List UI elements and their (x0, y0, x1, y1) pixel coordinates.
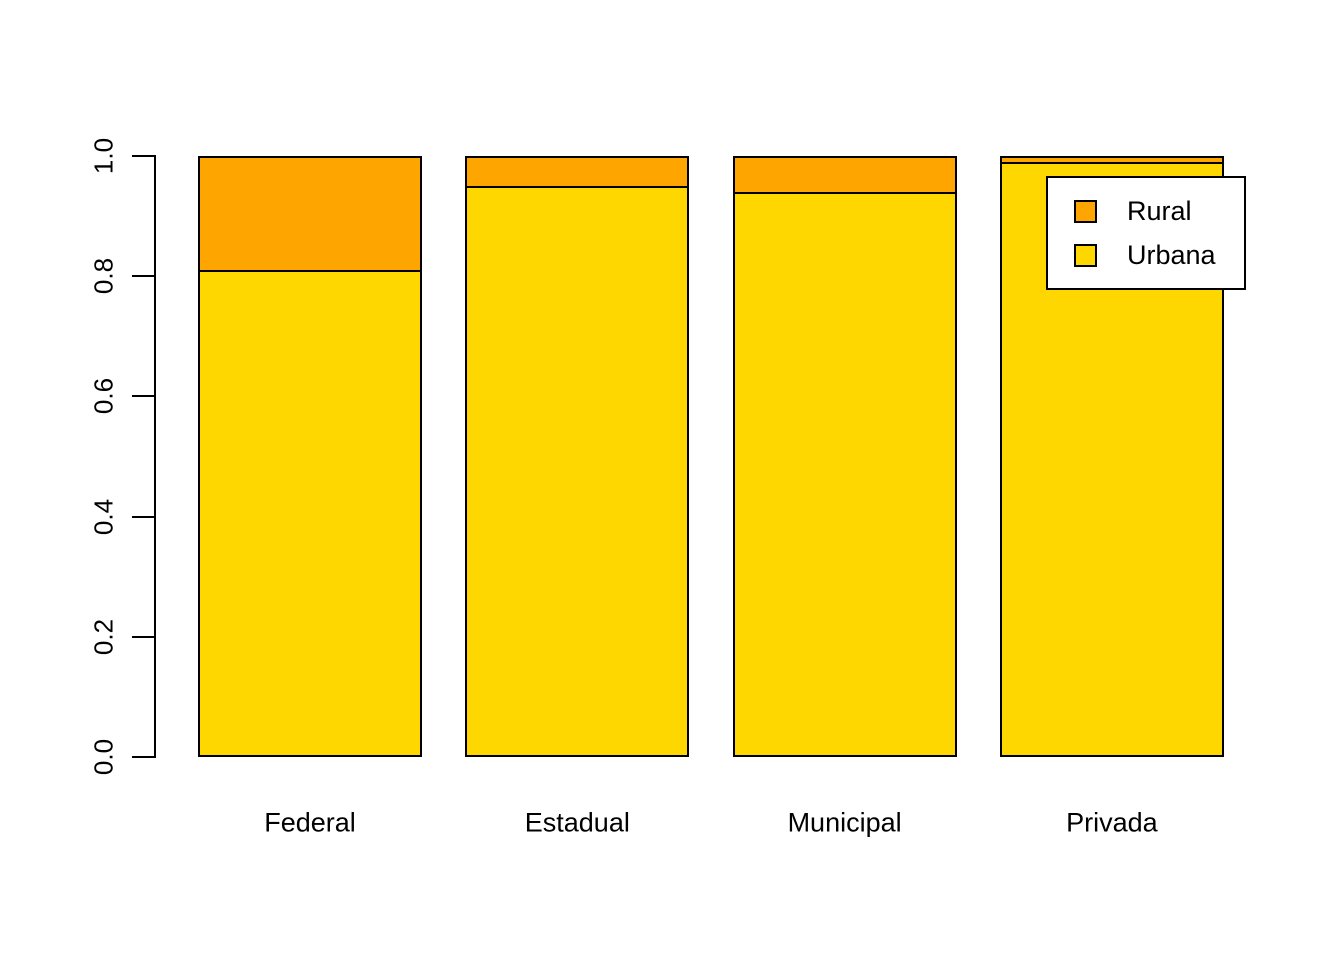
y-axis-line (154, 155, 156, 758)
legend-label-rural: Rural (1127, 195, 1192, 226)
y-tick-label: 0.4 (88, 498, 119, 535)
legend-label-urbana: Urbana (1127, 239, 1216, 270)
x-category-label-estadual: Estadual (524, 807, 630, 838)
legend: Rural Urbana (1046, 176, 1246, 290)
y-tick-mark (132, 395, 154, 398)
bar-segment-rural-privada (999, 156, 1224, 164)
x-category-label-privada: Privada (1066, 807, 1158, 838)
y-tick-mark (132, 275, 154, 278)
y-tick-label: 0.0 (88, 738, 119, 776)
bar-segment-urbana-federal (198, 270, 422, 757)
bar-segment-rural-federal (198, 156, 422, 273)
y-tick-mark (132, 155, 154, 157)
y-tick-mark (132, 515, 154, 518)
legend-swatch-urbana (1074, 243, 1097, 267)
bar-segment-urbana-estadual (465, 186, 690, 757)
y-tick-label: 0.6 (88, 378, 119, 415)
y-tick-label: 0.8 (88, 258, 119, 295)
bar-segment-rural-estadual (465, 156, 690, 189)
legend-swatch-rural (1074, 199, 1097, 223)
y-tick-mark (132, 756, 154, 758)
y-tick-mark (132, 635, 154, 638)
bar-segment-rural-municipal (732, 156, 957, 195)
x-category-label-federal: Federal (264, 807, 356, 838)
legend-entry-rural: Rural (1048, 196, 1244, 227)
legend-entry-urbana: Urbana (1048, 240, 1244, 271)
y-tick-label: 1.0 (88, 137, 119, 175)
y-tick-label: 0.2 (88, 618, 119, 655)
bar-segment-urbana-municipal (732, 192, 957, 757)
x-category-label-municipal: Municipal (787, 807, 902, 838)
